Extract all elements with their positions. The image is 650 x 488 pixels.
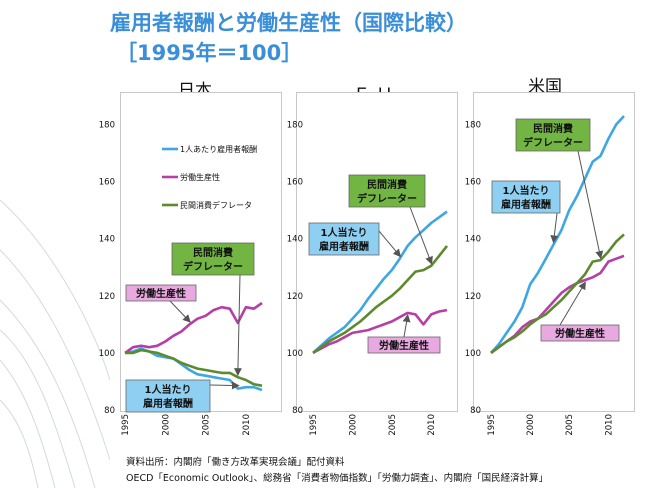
y-tick-label: 160 [287,178,303,188]
callout-arrow [233,274,242,377]
chart-2: 80 100 120 140 160 180 1995 2000 2005 2010 民間消費デフレ… [465,115,625,436]
y-tick-label: 80 [292,406,303,416]
callout-text: 民間消費 [193,246,233,259]
y-tick-label: 120 [287,292,303,302]
callout-text: 1人当たり [321,226,368,239]
callout-text: 1人当たり [145,383,192,396]
callout-text: デフレーター [357,192,417,205]
callout-text: 民間消費 [367,178,407,191]
legend-label: 民間消費デフレータ [180,200,252,210]
callout-box [540,324,620,342]
callout-arrow [409,206,433,265]
y-tick-label: 180 [465,121,481,131]
callout-box [125,379,211,413]
y-tick-label: 140 [465,235,481,245]
x-tick-label: 1995 [487,414,497,436]
callout-text: 労働生産性 [379,339,429,352]
series-line-productivity [124,301,263,354]
callout-text: 労働生産性 [136,287,186,300]
y-tick-label: 180 [99,121,115,131]
series-line-deflator [312,245,449,354]
y-tick-label: 100 [99,349,115,359]
callout-text: デフレーター [183,260,243,273]
series-line-deflator [125,348,263,387]
callout-arrow [209,381,240,390]
callout-box [171,242,255,276]
callout-box [515,118,591,152]
y-tick-label: 180 [287,121,303,131]
callout-text: 民間消費 [533,122,573,135]
callout-arrow [169,300,191,323]
callout-text: 雇用者報酬 [143,397,193,410]
series-line-compensation [312,210,448,354]
x-tick-label: 2000 [161,414,171,436]
callout-box [491,180,561,214]
chart-0: 80 100 120 140 160 180 1995 2000 2005 2010 1人あたり雇用… [99,121,263,436]
x-tick-label: 2005 [388,414,398,436]
x-tick-label: 2010 [242,414,252,436]
slide-subtitle: ［1995年＝100］ [116,41,303,65]
x-tick-label: 1995 [121,414,131,436]
callout-box [308,222,380,256]
callout-box [125,284,197,302]
series-line-productivity [312,308,448,355]
slide-title-block: 雇用者報酬と労働生産性（国際比較） ［1995年＝100］ [110,8,630,68]
callout-box [367,336,441,354]
x-tick-label: 1995 [309,414,319,436]
callout-arrow [378,230,401,258]
y-tick-label: 120 [465,292,481,302]
y-tick-label: 160 [99,178,115,188]
x-tick-label: 2000 [348,414,358,436]
source-line-1: 資料出所：内閣府「働き方改革実現会議」配付資料 [126,457,345,468]
legend-label: 1人あたり雇用者報酬 [180,144,257,154]
x-tick-label: 2010 [427,414,437,436]
legend-label: 労働生産性 [180,172,220,182]
callout-box [348,174,426,208]
callout-arrow [559,281,586,326]
source-line-2: OECD「Economic Outlook」、総務省「消費者物価指数」「労働力調… [126,473,549,484]
callout-text: 雇用者報酬 [501,198,551,211]
callout-text: デフレーター [523,136,583,149]
decorative-lines [0,199,110,488]
callout-text: 1人当たり [503,184,550,197]
x-tick-label: 2010 [604,414,614,436]
x-tick-label: 2005 [202,414,212,436]
y-tick-label: 160 [465,178,481,188]
series-line-compensation [490,115,625,354]
y-tick-label: 100 [287,349,303,359]
callout-text: 雇用者報酬 [319,240,369,253]
y-tick-label: 120 [99,292,115,302]
y-tick-label: 140 [287,235,303,245]
y-tick-label: 100 [465,349,481,359]
chart-1: 80 100 120 140 160 180 1995 2000 2005 2010 民間消費デフレ… [287,121,449,436]
y-tick-label: 140 [99,235,115,245]
slide-title: 雇用者報酬と労働生産性（国際比較） [110,11,467,35]
x-tick-label: 2005 [565,414,575,436]
y-tick-label: 80 [470,406,481,416]
x-tick-label: 2000 [526,414,536,436]
callout-arrow [402,313,411,338]
callout-text: 労働生産性 [555,327,605,340]
y-tick-label: 80 [104,406,115,416]
callout-arrow [577,150,604,260]
